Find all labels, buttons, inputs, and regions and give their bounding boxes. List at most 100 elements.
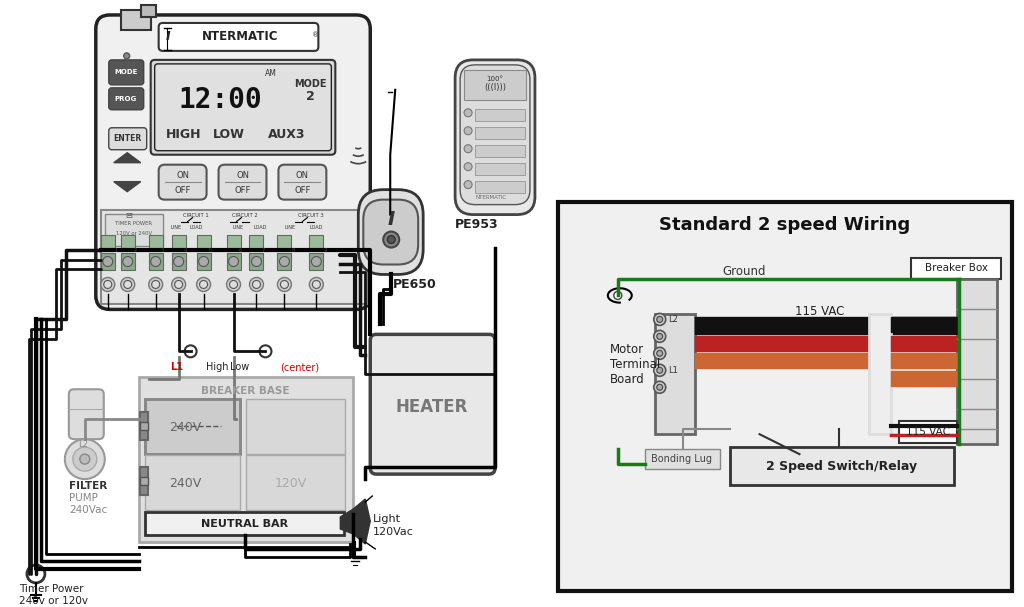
Bar xyxy=(278,253,292,271)
Polygon shape xyxy=(694,353,874,368)
Bar xyxy=(100,209,369,305)
Text: BREAKER BASE: BREAKER BASE xyxy=(202,386,290,396)
Text: Standard 2 speed Wiring: Standard 2 speed Wiring xyxy=(658,215,910,234)
Circle shape xyxy=(464,181,472,189)
Circle shape xyxy=(174,257,183,266)
Bar xyxy=(464,70,526,100)
Text: LOAD: LOAD xyxy=(309,225,323,230)
Text: Bonding Lug: Bonding Lug xyxy=(651,454,712,464)
Circle shape xyxy=(383,231,399,248)
Text: CIRCUIT 2: CIRCUIT 2 xyxy=(231,213,257,218)
Text: Timer Power: Timer Power xyxy=(18,584,83,594)
Text: Low: Low xyxy=(230,362,250,372)
Circle shape xyxy=(464,109,472,117)
Bar xyxy=(148,234,163,248)
Text: NEUTRAL BAR: NEUTRAL BAR xyxy=(201,519,288,529)
Text: LINE: LINE xyxy=(170,225,181,230)
Bar xyxy=(100,234,115,248)
FancyBboxPatch shape xyxy=(159,23,318,51)
Polygon shape xyxy=(353,499,371,544)
Circle shape xyxy=(27,565,45,583)
Text: L2: L2 xyxy=(78,439,88,449)
Text: 120V: 120V xyxy=(274,476,306,490)
Circle shape xyxy=(80,454,90,464)
Circle shape xyxy=(172,277,185,291)
FancyBboxPatch shape xyxy=(109,60,143,85)
Bar xyxy=(139,477,147,485)
Circle shape xyxy=(656,384,663,390)
Bar xyxy=(911,257,1001,279)
Bar xyxy=(144,512,344,535)
Circle shape xyxy=(175,280,182,288)
Bar xyxy=(957,279,997,444)
Bar xyxy=(138,378,353,542)
Text: 100°: 100° xyxy=(486,76,504,82)
Text: Light: Light xyxy=(374,514,401,524)
Circle shape xyxy=(653,330,666,342)
FancyBboxPatch shape xyxy=(364,200,418,265)
Text: ®: ® xyxy=(312,32,318,38)
Text: 12:00: 12:00 xyxy=(178,86,262,114)
Circle shape xyxy=(252,257,261,266)
Circle shape xyxy=(226,277,241,291)
Circle shape xyxy=(312,280,321,288)
Bar xyxy=(246,455,345,510)
Text: PE953: PE953 xyxy=(455,218,499,231)
Circle shape xyxy=(73,447,97,471)
FancyBboxPatch shape xyxy=(218,164,266,200)
Text: LOAD: LOAD xyxy=(254,225,267,230)
Text: MODE: MODE xyxy=(114,69,137,75)
Circle shape xyxy=(656,350,663,356)
Bar xyxy=(869,314,891,434)
FancyBboxPatch shape xyxy=(371,334,495,474)
Text: I: I xyxy=(388,210,395,229)
Text: AUX3: AUX3 xyxy=(267,128,305,141)
Text: TIMER POWER: TIMER POWER xyxy=(116,221,153,226)
Bar xyxy=(278,234,292,248)
Text: AM: AM xyxy=(264,69,276,78)
Circle shape xyxy=(280,257,290,266)
Circle shape xyxy=(184,345,197,358)
Bar xyxy=(144,399,240,454)
Text: NTERMATIC: NTERMATIC xyxy=(203,30,279,44)
FancyBboxPatch shape xyxy=(159,164,207,200)
Text: LOAD: LOAD xyxy=(189,225,204,230)
Text: MODE: MODE xyxy=(294,79,327,89)
Circle shape xyxy=(121,277,135,291)
Text: 240V: 240V xyxy=(170,476,202,490)
Text: 115 VAC: 115 VAC xyxy=(795,305,844,318)
Text: PUMP: PUMP xyxy=(69,493,97,503)
FancyBboxPatch shape xyxy=(358,189,423,274)
Circle shape xyxy=(653,347,666,359)
Text: 120Vac: 120Vac xyxy=(374,527,414,537)
Polygon shape xyxy=(340,509,353,534)
Circle shape xyxy=(124,53,130,59)
Circle shape xyxy=(613,291,622,299)
Circle shape xyxy=(464,163,472,171)
Circle shape xyxy=(656,367,663,373)
Bar xyxy=(475,109,525,121)
Bar xyxy=(139,422,147,430)
Bar xyxy=(645,449,720,469)
FancyBboxPatch shape xyxy=(455,60,535,215)
Bar xyxy=(475,127,525,139)
Text: L1: L1 xyxy=(668,366,678,375)
Circle shape xyxy=(199,257,209,266)
Text: Breaker Box: Breaker Box xyxy=(925,263,988,274)
FancyBboxPatch shape xyxy=(109,127,146,150)
Bar xyxy=(250,234,263,248)
Bar xyxy=(558,202,1012,591)
Bar xyxy=(172,253,185,271)
Bar xyxy=(475,144,525,157)
Text: ON: ON xyxy=(296,171,309,180)
Text: HIGH: HIGH xyxy=(166,128,202,141)
FancyBboxPatch shape xyxy=(109,88,143,110)
Bar xyxy=(100,253,115,271)
Bar xyxy=(729,447,954,485)
Circle shape xyxy=(281,280,289,288)
Polygon shape xyxy=(114,153,140,163)
Text: L1: L1 xyxy=(171,362,183,372)
Circle shape xyxy=(311,257,322,266)
Bar xyxy=(139,467,147,495)
Bar xyxy=(121,234,135,248)
